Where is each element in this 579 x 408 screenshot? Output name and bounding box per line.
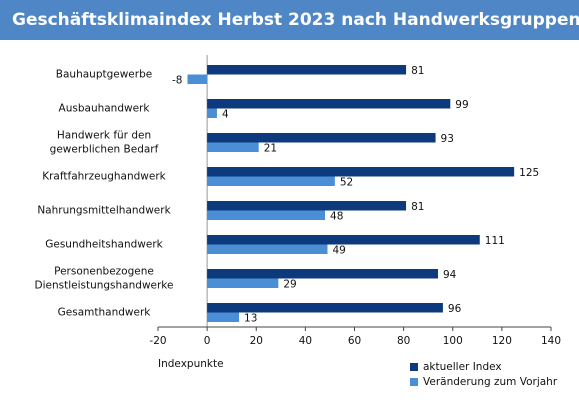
category-label: Gesundheitshandwerk [45, 239, 163, 251]
category-label: Kraftfahrzeughandwerk [42, 171, 166, 183]
legend-swatch [410, 363, 418, 371]
value-label: 99 [455, 99, 468, 111]
chart-title: Geschäftsklimaindex Herbst 2023 nach Han… [12, 10, 579, 30]
category-label-line: Bauhauptgewerbe [56, 69, 152, 81]
value-label: 81 [411, 201, 424, 213]
value-label: 93 [441, 133, 454, 145]
bar [207, 312, 240, 322]
x-axis-label: Indexpunkte [158, 358, 224, 370]
bar [207, 176, 335, 186]
legend-label: aktueller Index [423, 361, 502, 373]
category-label: Gesamthandwerk [58, 307, 152, 319]
x-tick-label: 20 [250, 335, 263, 347]
category-label: Handwerk für den gewerblichen Bedarf [50, 130, 159, 156]
value-label: 125 [519, 167, 539, 179]
category-label-line: Gesamthandwerk [58, 307, 152, 319]
x-tick-label: 0 [204, 335, 211, 347]
bar [207, 167, 515, 177]
bar [207, 210, 326, 220]
x-tick-label: 80 [397, 335, 410, 347]
category-label-line: Personenbezogene [54, 266, 154, 278]
value-label: 13 [244, 312, 257, 324]
value-label: 49 [332, 244, 345, 256]
legend-label: Veränderung zum Vorjahr [423, 376, 558, 388]
value-label: 81 [411, 65, 424, 77]
legend-swatch [410, 378, 418, 386]
category-label: Personenbezogene Dienstleistungshandwerke [35, 266, 174, 292]
bar [207, 303, 443, 313]
bar [207, 65, 407, 75]
category-label-line: gewerblichen Bedarf [50, 144, 159, 156]
x-tick-label: 60 [348, 335, 361, 347]
bar [187, 74, 208, 84]
bar [207, 269, 439, 279]
bar [207, 235, 480, 245]
category-label-line: Kraftfahrzeughandwerk [42, 171, 166, 183]
x-tick-label: -20 [149, 335, 166, 347]
bar [207, 244, 328, 254]
x-tick-label: 140 [541, 335, 561, 347]
value-label: 4 [222, 108, 229, 120]
value-label: 52 [340, 176, 353, 188]
value-label: 48 [330, 210, 343, 222]
bar [207, 133, 436, 143]
category-label-line: Gesundheitshandwerk [45, 239, 163, 251]
title-bar [0, 0, 579, 40]
value-label: 21 [264, 142, 277, 154]
bar [207, 142, 259, 152]
value-label: 94 [443, 269, 457, 281]
bar [207, 99, 451, 109]
value-label: 111 [485, 235, 505, 247]
category-label-line: Dienstleistungshandwerke [35, 280, 174, 292]
category-label: Ausbauhandwerk [59, 103, 151, 115]
x-tick-label: 100 [443, 335, 463, 347]
x-tick-label: 40 [299, 335, 312, 347]
bar [207, 278, 279, 288]
category-label-line: Handwerk für den [57, 130, 151, 142]
category-label: Bauhauptgewerbe [56, 69, 152, 81]
bar [207, 201, 407, 211]
category-label-line: Nahrungsmittelhandwerk [37, 205, 171, 217]
value-label: 29 [283, 278, 296, 290]
x-tick-label: 120 [492, 335, 512, 347]
value-label: 96 [448, 303, 462, 315]
bar [207, 108, 217, 118]
value-label: -8 [172, 74, 182, 86]
category-label: Nahrungsmittelhandwerk [37, 205, 171, 217]
category-label-line: Ausbauhandwerk [59, 103, 151, 115]
